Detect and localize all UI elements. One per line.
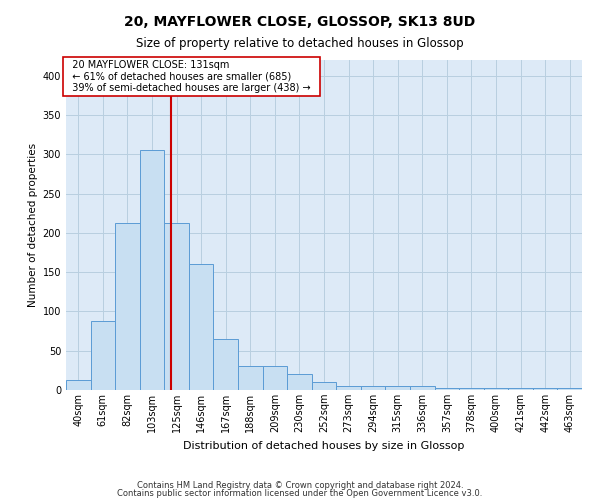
Text: 20, MAYFLOWER CLOSE, GLOSSOP, SK13 8UD: 20, MAYFLOWER CLOSE, GLOSSOP, SK13 8UD <box>124 15 476 29</box>
Bar <box>410 386 434 390</box>
Bar <box>336 386 361 390</box>
Bar <box>434 388 459 390</box>
Bar <box>287 374 312 390</box>
Text: Contains public sector information licensed under the Open Government Licence v3: Contains public sector information licen… <box>118 489 482 498</box>
Bar <box>263 366 287 390</box>
X-axis label: Distribution of detached houses by size in Glossop: Distribution of detached houses by size … <box>184 440 464 450</box>
Bar <box>385 386 410 390</box>
Bar <box>533 388 557 390</box>
Bar <box>459 388 484 390</box>
Text: Size of property relative to detached houses in Glossop: Size of property relative to detached ho… <box>136 38 464 51</box>
Bar <box>238 366 263 390</box>
Bar <box>115 224 140 390</box>
Bar <box>214 339 238 390</box>
Bar <box>189 264 214 390</box>
Bar <box>484 388 508 390</box>
Bar <box>557 388 582 390</box>
Bar <box>361 386 385 390</box>
Y-axis label: Number of detached properties: Number of detached properties <box>28 143 38 307</box>
Bar <box>140 150 164 390</box>
Bar <box>508 388 533 390</box>
Text: 20 MAYFLOWER CLOSE: 131sqm  
  ← 61% of detached houses are smaller (685)  
  39: 20 MAYFLOWER CLOSE: 131sqm ← 61% of deta… <box>66 60 317 93</box>
Bar <box>66 380 91 390</box>
Text: Contains HM Land Registry data © Crown copyright and database right 2024.: Contains HM Land Registry data © Crown c… <box>137 480 463 490</box>
Bar <box>91 321 115 390</box>
Bar <box>312 382 336 390</box>
Bar <box>164 224 189 390</box>
